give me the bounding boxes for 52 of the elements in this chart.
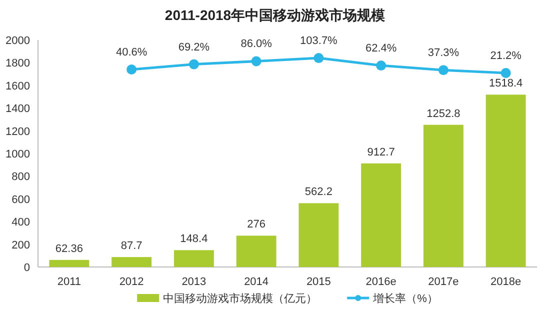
data-label: 86.0% [240,38,272,50]
data-label: 21.2% [490,50,522,62]
bar [112,257,152,267]
point [500,68,511,78]
data-label: 87.7 [120,240,142,252]
y-tick-label: 200 [12,239,30,252]
point [188,59,199,70]
y-tick-label: 1400 [6,103,30,116]
point [376,60,386,71]
y-tick-label: 400 [12,216,30,229]
chart-title: 2011-2018年中国移动游戏市场规模 [164,7,386,23]
y-tick-label: 1600 [6,80,30,92]
bar [361,163,402,267]
x-tick-label: 2013 [182,276,206,288]
point [126,64,137,74]
data-label: 103.7% [300,35,338,48]
bar [174,250,214,267]
y-tick-label: 0 [24,262,30,274]
bar [236,236,276,267]
x-tick-label: 2012 [119,276,144,288]
y-tick-label: 1800 [6,58,30,70]
x-tick-label: 2014 [244,276,269,288]
data-label: 69.2% [178,41,210,54]
y-tick-label: 2000 [6,35,30,47]
data-label: 37.3% [428,47,460,60]
x-tick-label: 2018e [490,276,522,288]
y-tick-label: 600 [12,194,30,206]
y-tick-label: 1000 [6,148,30,160]
y-tick-label: 1200 [6,126,30,138]
point [314,53,324,64]
bar [423,124,464,267]
point [251,56,262,66]
x-tick-label: 2016e [366,276,396,288]
x-tick-label: 2015 [306,276,331,288]
data-label: 562.2 [304,186,332,198]
data-label: 148.4 [180,233,208,246]
data-label: 276 [247,218,266,231]
data-label: 62.36 [55,242,83,255]
data-label: 912.7 [367,146,395,158]
y-tick-label: 800 [12,171,30,184]
bar [486,94,526,267]
x-tick-label: 2017e [428,276,459,288]
bar [298,203,339,267]
point [438,65,448,76]
legend-label: 增长率（%） [372,292,438,305]
data-label: 40.6% [116,46,148,58]
bar [49,260,90,267]
legend-label: 中国移动游戏市场规模（亿元） [163,292,318,305]
x-tick-label: 2011 [57,276,82,288]
data-label: 62.4% [365,42,397,55]
data-label: 1518.4 [488,78,523,90]
data-label: 1252.8 [426,108,460,120]
